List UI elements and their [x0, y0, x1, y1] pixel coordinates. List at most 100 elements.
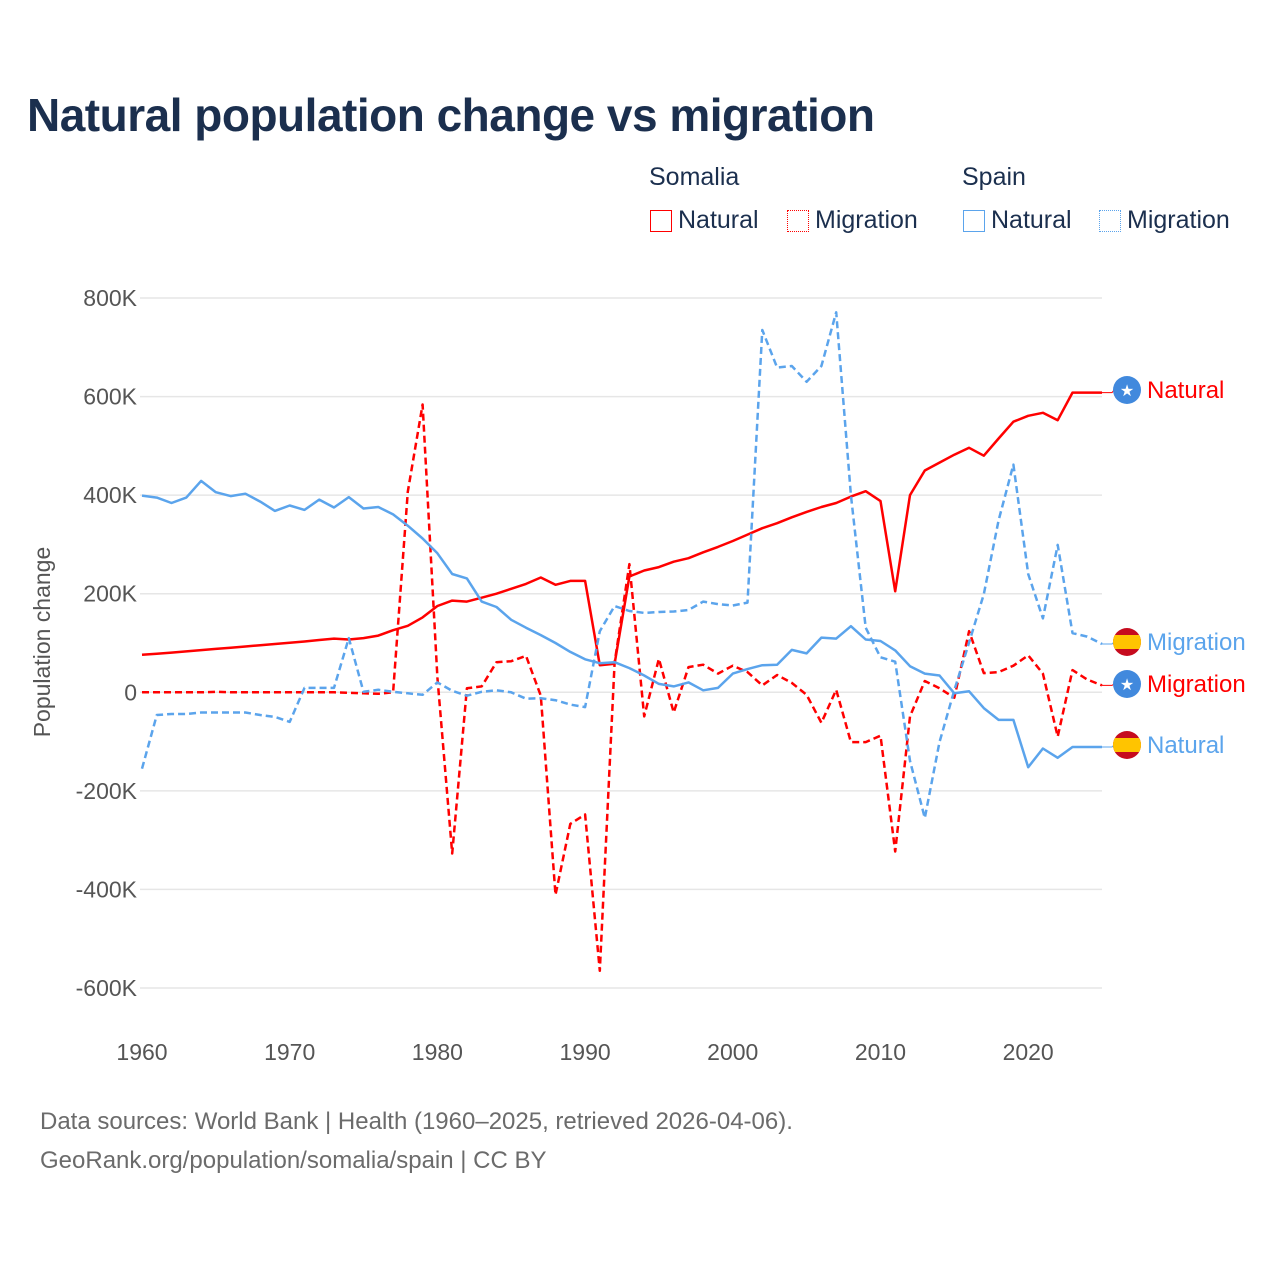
data-point	[331, 504, 337, 510]
data-point	[169, 650, 175, 656]
legend-swatch-solid-blue	[963, 209, 985, 232]
data-point	[656, 681, 662, 687]
data-point	[257, 499, 263, 505]
data-point	[730, 671, 736, 677]
data-point	[922, 671, 928, 677]
spain-flag-icon	[1113, 731, 1141, 759]
data-point	[892, 647, 898, 653]
data-point	[1010, 419, 1016, 425]
data-point	[863, 739, 869, 745]
data-point	[242, 643, 248, 649]
legend-somalia-natural[interactable]: Natural	[650, 206, 759, 235]
data-point	[420, 401, 426, 407]
data-point	[745, 600, 751, 606]
data-point	[626, 561, 632, 567]
data-point	[493, 659, 499, 665]
data-point	[582, 812, 588, 818]
data-point	[434, 550, 440, 556]
data-point	[700, 549, 706, 555]
spain-flag-icon	[1113, 628, 1141, 656]
data-point	[228, 709, 234, 715]
data-point	[493, 687, 499, 693]
data-point	[804, 650, 810, 656]
data-point	[685, 607, 691, 613]
data-point	[715, 685, 721, 691]
data-point	[1055, 734, 1061, 740]
y-axis-label: Population change	[29, 547, 55, 738]
legend-spain-natural[interactable]: Natural	[963, 206, 1072, 235]
data-point	[183, 689, 189, 695]
x-tick-label: 2000	[707, 1039, 758, 1065]
end-label-spain-natural: Natural	[1147, 732, 1224, 759]
data-point	[272, 689, 278, 695]
data-point	[331, 685, 337, 691]
data-point	[833, 309, 839, 315]
data-point	[892, 848, 898, 854]
data-point	[656, 564, 662, 570]
legend-somalia-migration[interactable]: Migration	[787, 206, 918, 235]
data-point	[1069, 667, 1075, 673]
data-point	[434, 679, 440, 685]
data-point	[996, 717, 1002, 723]
data-point	[848, 739, 854, 745]
data-point	[1010, 462, 1016, 468]
y-tick-label: -200K	[76, 778, 138, 804]
data-point	[1084, 744, 1090, 750]
data-point	[375, 687, 381, 693]
data-point	[877, 733, 883, 739]
data-point	[169, 711, 175, 717]
y-tick-label: 400K	[83, 482, 137, 508]
somalia-flag-icon: ★	[1113, 670, 1141, 698]
data-point	[907, 713, 913, 719]
data-point	[641, 610, 647, 616]
data-point	[981, 453, 987, 459]
data-point	[922, 678, 928, 684]
data-point	[183, 711, 189, 717]
legend-label: Migration	[815, 206, 918, 234]
data-point	[316, 685, 322, 691]
footer-link[interactable]: GeoRank.org/population/somalia/spain | C…	[40, 1147, 547, 1174]
data-point	[154, 689, 160, 695]
data-point	[789, 514, 795, 520]
data-point	[612, 603, 618, 609]
data-point	[804, 692, 810, 698]
data-point	[877, 498, 883, 504]
data-point	[656, 656, 662, 662]
data-point	[951, 687, 957, 693]
data-point	[1055, 417, 1061, 423]
data-point	[405, 623, 411, 629]
end-label-somalia-natural: Natural	[1147, 377, 1224, 404]
data-point	[449, 598, 455, 604]
data-point	[582, 578, 588, 584]
data-point	[523, 653, 529, 659]
end-label-spain-migration: Migration	[1147, 629, 1246, 656]
legend-group-somalia: Somalia	[649, 163, 740, 191]
data-point	[774, 672, 780, 678]
data-point	[361, 689, 367, 695]
data-point	[759, 662, 765, 668]
data-point	[405, 523, 411, 529]
data-point	[228, 493, 234, 499]
data-point	[154, 651, 160, 657]
data-point	[479, 683, 485, 689]
data-point	[745, 666, 751, 672]
data-point	[833, 636, 839, 642]
data-point	[553, 697, 559, 703]
data-point	[464, 693, 470, 699]
data-point	[966, 640, 972, 646]
data-point	[685, 664, 691, 670]
data-point	[907, 758, 913, 764]
legend-spain-migration[interactable]: Migration	[1099, 206, 1230, 235]
series-line-spain-migration	[140, 311, 1103, 820]
svg-text:★: ★	[1120, 383, 1134, 400]
data-point	[169, 500, 175, 506]
data-point	[996, 517, 1002, 523]
data-point	[257, 712, 263, 718]
y-tick-label: -400K	[76, 876, 138, 902]
data-point	[863, 625, 869, 631]
data-point	[346, 494, 352, 500]
legend-label: Migration	[1127, 206, 1230, 234]
data-point	[361, 635, 367, 641]
series-line-somalia-natural	[141, 391, 1102, 667]
data-point	[567, 702, 573, 708]
